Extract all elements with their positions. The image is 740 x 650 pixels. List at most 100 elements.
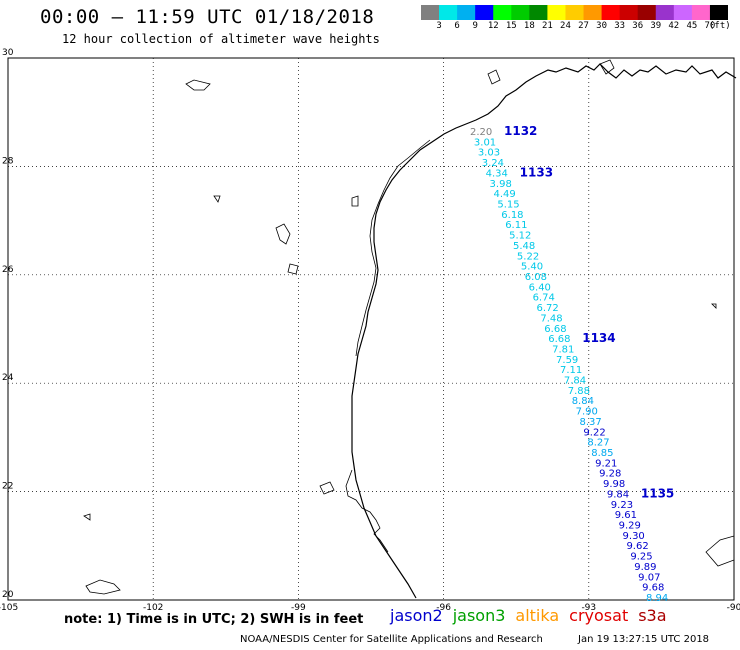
track-value-label: 3.01 (474, 137, 496, 148)
track-value-label: 9.61 (615, 510, 637, 521)
color-scale-swatch (673, 5, 693, 20)
color-scale-swatch (583, 5, 603, 20)
footer-timestamp: Jan 19 13:27:15 UTC 2018 (578, 634, 710, 645)
map-title: 00:00 – 11:59 UTC 01/18/2018 (40, 6, 375, 28)
lake-shape (711, 303, 717, 309)
color-scale-label: 33 (614, 21, 626, 31)
lake-shape (287, 263, 299, 275)
track-value-label: 8.84 (572, 396, 594, 407)
track-value-label: 9.62 (626, 541, 648, 552)
lake-shape (705, 535, 735, 567)
map-subtitle: 12 hour collection of altimeter wave hei… (62, 32, 380, 46)
color-scale-label: 12 (487, 21, 499, 31)
track-value-label: 9.07 (638, 572, 660, 583)
track-value-label: 6.18 (501, 210, 523, 221)
satellite-legend-item: jason3 (452, 606, 506, 625)
track-value-label: 8.27 (587, 438, 609, 449)
lake-shape (213, 195, 221, 203)
color-scale-swatch (547, 5, 566, 20)
color-scale-label: 24 (560, 21, 571, 31)
color-scale-swatch (691, 5, 711, 20)
color-scale-swatch (601, 5, 621, 20)
track-value-label: 3.24 (482, 158, 504, 169)
track-value-label: 9.22 (583, 427, 605, 438)
pass-number-label: 1134 (582, 331, 615, 345)
track-value-label: 5.12 (509, 231, 531, 242)
track-value-label: 6.11 (505, 220, 527, 231)
satellite-legend-item: jason2 (390, 606, 443, 625)
lake-shape (83, 513, 91, 521)
track-value-label: 9.98 (603, 479, 625, 490)
color-scale-bar (421, 5, 728, 20)
latitude-label: 24 (2, 373, 14, 383)
latitude-label: 30 (2, 48, 14, 58)
color-scale-label: 42 (668, 21, 680, 31)
track-value-label: 9.23 (611, 500, 633, 511)
color-scale-swatch (637, 5, 657, 20)
track-value-label: 5.48 (513, 241, 535, 252)
coastline-inner (355, 139, 431, 357)
latitude-label: 26 (2, 265, 14, 275)
color-scale-swatch (421, 5, 440, 20)
satellite-legend-item: altika (515, 606, 560, 625)
lake-shape (275, 223, 291, 245)
track-value-label: 9.89 (634, 562, 656, 573)
lake-shape (351, 195, 359, 207)
map-frame (7, 57, 735, 601)
track-value-label: 2.20 (470, 127, 492, 138)
satellite-legend-item: cryosat (569, 606, 629, 625)
longitude-label: -93 (581, 603, 596, 613)
track-value-label: 9.84 (607, 489, 629, 500)
pass-number-label: 1132 (504, 124, 537, 138)
track-value-label: 7.84 (564, 376, 586, 387)
color-scale-swatch (493, 5, 512, 20)
color-scale-swatch (511, 5, 530, 20)
satellite-legend-item: s3a (638, 606, 667, 625)
coastline (351, 63, 737, 599)
track-value-label: 9.29 (619, 521, 641, 532)
track-value-label: 3.98 (490, 179, 512, 190)
color-scale-label: 9 (472, 21, 478, 31)
coastline-mexico (345, 469, 389, 553)
latitude-label: 20 (2, 590, 14, 600)
lake-shape (85, 579, 121, 595)
color-scale-swatch (565, 5, 585, 20)
pass-number-label: 1135 (641, 486, 674, 500)
track-value-label: 9.30 (623, 531, 645, 542)
track-value-label: 4.49 (493, 189, 515, 200)
longitude-label: -99 (291, 603, 306, 613)
color-scale-labels: 3 6 9 12 15 18 21 24 27 30 33 36 39 42 45 70 (ft) (421, 21, 736, 33)
track-value-label: 6.40 (529, 282, 551, 293)
longitude-label: -105 (0, 603, 18, 613)
track-value-label: 7.48 (540, 313, 562, 324)
track-value-label: 8.94 (646, 593, 668, 604)
color-scale-label: 3 (436, 21, 442, 31)
track-value-label: 7.88 (568, 386, 590, 397)
longitude-label: -90 (727, 603, 740, 613)
latitude-label: 22 (2, 482, 13, 492)
color-scale-label: 21 (541, 21, 553, 31)
track-value-label: 6.08 (525, 272, 547, 283)
color-scale-swatch (709, 5, 728, 20)
lake-shape (185, 79, 211, 91)
track-value-label: 4.34 (486, 168, 508, 179)
footer-note: note: 1) Time is in UTC; 2) SWH is in fe… (64, 612, 364, 627)
track-value-label: 3.03 (478, 148, 500, 159)
lake-shape (599, 59, 615, 75)
color-scale-swatch (655, 5, 675, 20)
satellite-legend: jason2 jason3 altika cryosat s3a (390, 606, 677, 625)
track-value-label: 6.68 (544, 324, 566, 335)
track-value-label: 6.72 (536, 303, 558, 314)
track-value-label: 6.74 (533, 293, 555, 304)
track-value-label: 9.68 (642, 583, 664, 594)
color-scale-swatch (457, 5, 476, 20)
track-value-label: 6.68 (548, 334, 570, 345)
track-value-label: 9.21 (595, 458, 617, 469)
track-value-label: 9.28 (599, 469, 621, 480)
track-value-label: 9.25 (630, 552, 652, 563)
lake-shape (319, 481, 335, 495)
longitude-label: -96 (436, 603, 451, 613)
track-value-label: 7.11 (560, 365, 582, 376)
latitude-label: 28 (2, 156, 14, 166)
color-scale-label: 27 (578, 21, 589, 31)
